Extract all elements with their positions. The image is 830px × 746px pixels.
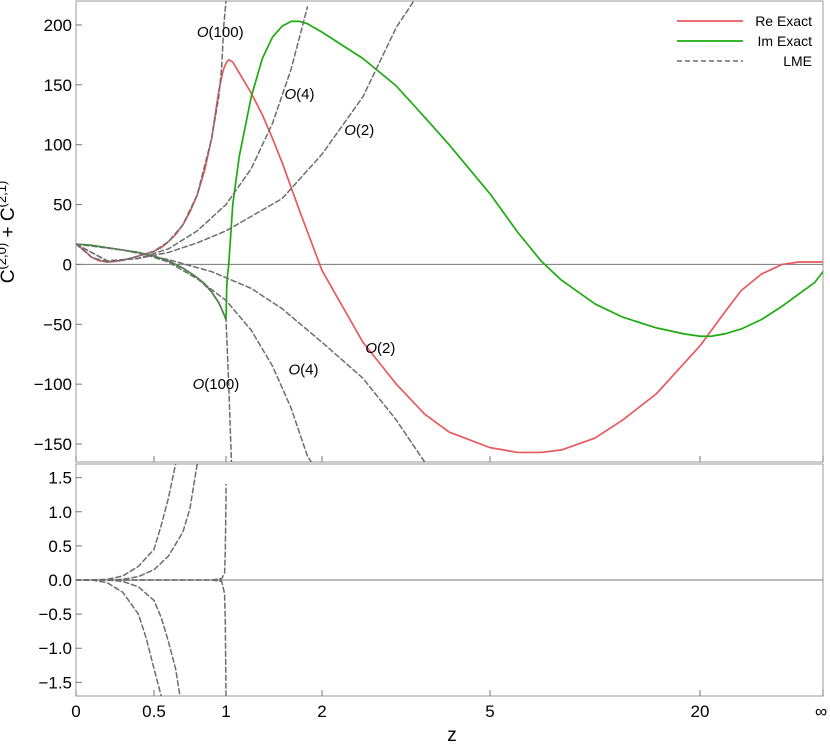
bottom-y-tick-label-minus1-0: −1.0 — [38, 639, 72, 658]
order-annotations: O(100) O(4) O(2) O(2) O(4) O(100) — [193, 24, 396, 393]
bottom-y-tick-label-0-0: 0.0 — [48, 571, 72, 590]
top-series-lme-o-100-plus — [76, 1, 227, 263]
top-annotation-2: O(2) — [344, 122, 374, 139]
tick-marks — [75, 24, 824, 696]
top-annotation-4: O(4) — [288, 362, 318, 379]
x-tick-label-2: 2 — [317, 702, 326, 721]
top-y-tick-label-minus50: −50 — [43, 315, 72, 334]
top-series-im-exact — [76, 20, 823, 338]
x-tick-label-0-5: 0.5 — [142, 702, 166, 721]
top-y-tick-label-minus150: −150 — [34, 435, 72, 454]
bottom-y-tick-label-1-0: 1.0 — [48, 503, 72, 522]
top-series-lme-o-4-minus — [76, 243, 312, 462]
bottom-series-o-100-minus — [76, 579, 227, 696]
x-axis-title: z — [447, 725, 457, 746]
top-y-tick-label-50: 50 — [53, 196, 72, 215]
legend-label-lme: LME — [783, 53, 812, 69]
y-axis-title-plus: + — [0, 221, 19, 243]
plot-frames — [75, 0, 824, 697]
top-y-tick-label-150: 150 — [44, 76, 72, 95]
y-axis-title-sup-2: (2,1) — [0, 181, 9, 208]
y-axis-title-base-1: C — [0, 270, 19, 284]
legend: Re Exact Im Exact LME — [677, 13, 812, 69]
legend-label-re-exact: Re Exact — [755, 13, 812, 29]
bottom-series-o-4-minus — [76, 579, 181, 696]
top-series-lme-o-4-plus — [76, 6, 309, 262]
top-series-lme-o-2-plus — [76, 1, 415, 262]
top-series-lme-o-2-minus — [76, 243, 426, 462]
legend-label-im-exact: Im Exact — [758, 33, 813, 49]
y-axis-title: C(2,0) + C(2,1) — [0, 181, 19, 284]
y-axis-title-sup-1: (2,0) — [0, 243, 9, 270]
bottom-y-tick-label-0-5: 0.5 — [48, 537, 72, 556]
top-series-lme-o-100-minus — [76, 243, 233, 462]
top-annotation-1: O(4) — [284, 86, 314, 103]
zero-lines — [76, 263, 823, 581]
top-series-re-exact — [76, 58, 823, 454]
bottom-series-o-4-plus — [76, 464, 198, 581]
x-tick-label-5: 5 — [485, 702, 494, 721]
top-y-tick-label-0: 0 — [63, 255, 72, 274]
bottom-series-o-2-minus — [76, 579, 162, 696]
y-axis-title-base-2: C — [0, 207, 19, 221]
top-panel-series — [76, 1, 823, 462]
bottom-y-tick-label-1-5: 1.5 — [48, 469, 72, 488]
top-y-tick-label-200: 200 — [44, 16, 72, 35]
bottom-y-tick-label-minus1-5: −1.5 — [38, 673, 72, 692]
x-tick-label-inf: ∞ — [815, 702, 827, 721]
top-annotation-5: O(100) — [193, 376, 240, 393]
top-panel-frame — [75, 0, 824, 463]
x-tick-label-0: 0 — [71, 702, 80, 721]
top-y-tick-label-100: 100 — [44, 136, 72, 155]
x-tick-label-1: 1 — [221, 702, 230, 721]
svg-text:C(2,0) + C(2,1): C(2,0) + C(2,1) — [0, 181, 19, 284]
bottom-series-o-100-plus — [76, 483, 227, 581]
tick-labels: 200150100500−50−100−1501.51.00.50.0−0.5−… — [34, 16, 827, 721]
top-annotation-3: O(2) — [365, 340, 395, 357]
x-tick-label-20: 20 — [691, 702, 710, 721]
bottom-panel-series — [76, 464, 227, 696]
top-y-tick-label-minus100: −100 — [34, 375, 72, 394]
bottom-y-tick-label-minus0-5: −0.5 — [38, 605, 72, 624]
top-annotation-0: O(100) — [197, 24, 244, 41]
